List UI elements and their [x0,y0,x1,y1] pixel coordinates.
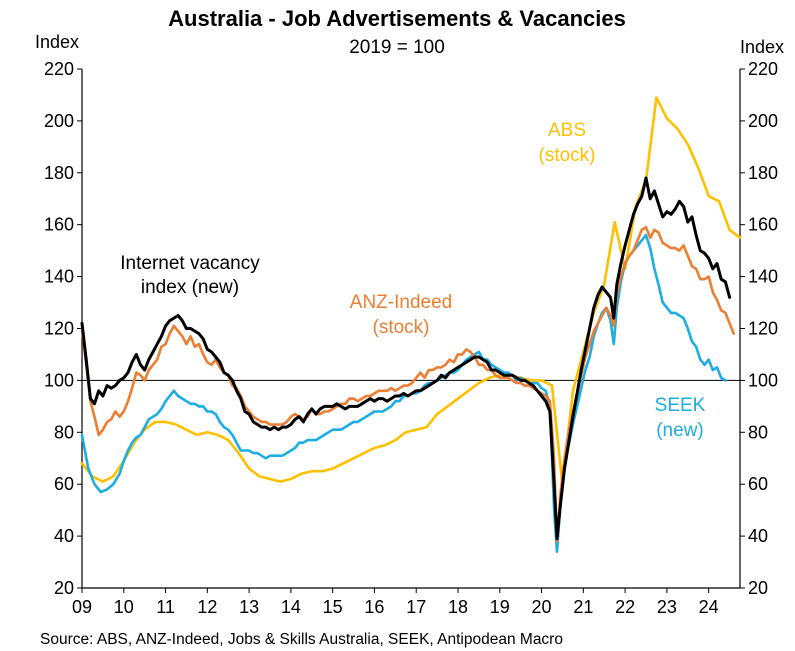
x-tick-label: 18 [448,597,468,617]
y-tick-label-right: 100 [748,370,778,390]
series-line-abs-stock [80,96,742,486]
y-axis-left-label: Index [35,32,79,52]
y-tick-label-right: 220 [748,59,778,79]
annotation-abs-line-1: ABS [548,120,586,141]
x-tick-label: 15 [323,597,343,617]
y-tick-label-left: 220 [44,59,74,79]
y-tick-label-left: 80 [54,422,74,442]
y-tick-label-left: 40 [54,526,74,546]
annotation-seek-line-1: SEEK [655,395,706,416]
y-axis-right-label: Index [740,37,784,57]
x-tick-label: 17 [406,597,426,617]
annotation-abs-line-2: (stock) [539,145,596,166]
x-tick-label: 09 [72,597,92,617]
x-tick-label: 11 [156,597,175,617]
x-tick-label: 13 [239,597,259,617]
y-tick-label-left: 160 [44,215,74,235]
x-tick-label: 16 [364,597,384,617]
series-layer [80,96,742,553]
chart-title: Australia - Job Advertisements & Vacanci… [168,6,626,31]
y-tick-label-left: 180 [44,163,74,183]
series-line-anz-indeed-stock [80,226,735,543]
x-tick-label: 20 [532,597,552,617]
y-tick-label-left: 20 [54,578,74,598]
x-tick-label: 24 [699,597,719,617]
source-note: Source: ABS, ANZ-Indeed, Jobs & Skills A… [40,631,563,648]
annotation-anz-indeed-line-2: (stock) [373,317,430,338]
x-tick-label: 14 [281,597,301,617]
x-tick-label: 23 [657,597,677,617]
annotations: Internet vacancy index (new) ANZ-Indeed … [120,120,705,441]
y-tick-label-right: 140 [748,267,778,287]
y-tick-label-left: 120 [44,319,74,339]
y-tick-label-right: 60 [748,474,768,494]
x-tick-label: 22 [615,597,635,617]
y-tick-label-left: 140 [44,267,74,287]
annotation-seek-line-2: (new) [656,420,704,441]
annotation-internet-vacancy-line-1: Internet vacancy [120,253,260,274]
x-tick-label: 10 [114,597,134,617]
y-tick-label-left: 60 [54,474,74,494]
y-tick-label-right: 80 [748,422,768,442]
y-tick-label-right: 200 [748,111,778,131]
x-tick-label: 21 [573,597,593,617]
y-tick-label-right: 20 [748,578,768,598]
y-tick-label-left: 100 [44,370,74,390]
y-tick-label-right: 180 [748,163,778,183]
y-tick-label-left: 200 [44,111,74,131]
annotation-anz-indeed-line-1: ANZ-Indeed [350,292,452,313]
annotation-internet-vacancy-line-2: index (new) [141,277,239,298]
y-tick-label-right: 120 [748,319,778,339]
y-tick-label-right: 160 [748,215,778,235]
chart-subtitle: 2019 = 100 [349,37,445,58]
y-tick-label-right: 40 [748,526,768,546]
x-tick-label: 19 [490,597,510,617]
series-line-internet-vacancy-index-new [80,176,732,541]
x-tick-label: 12 [197,597,217,617]
